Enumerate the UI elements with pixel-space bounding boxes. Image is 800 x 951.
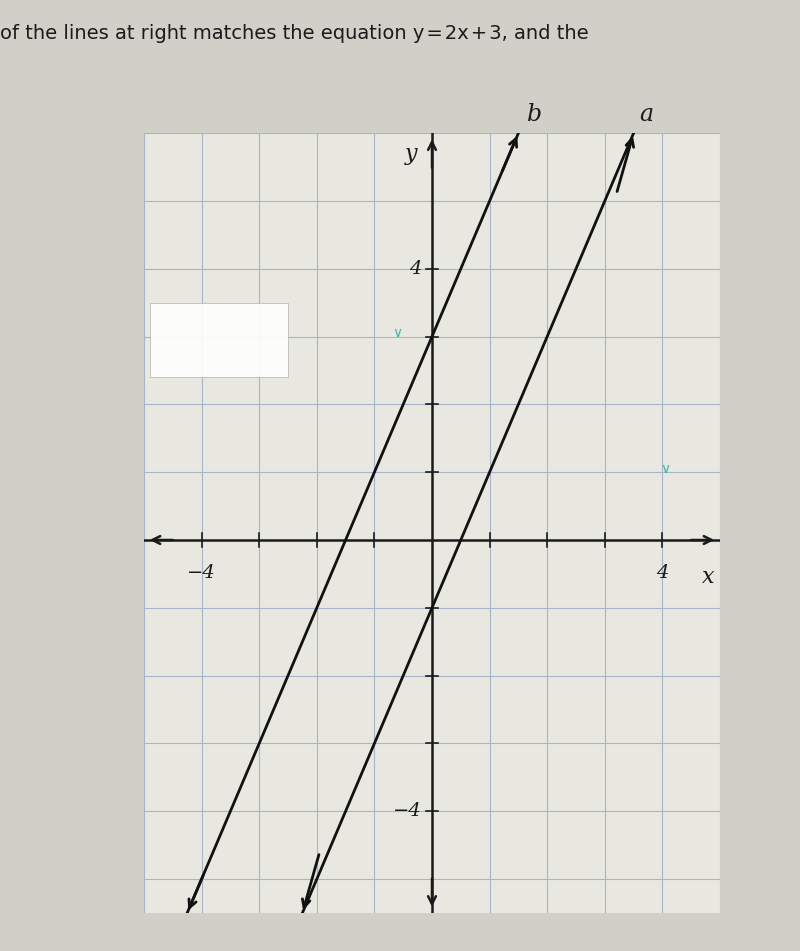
Text: of the lines at right matches the equation y = 2x + 3, and the: of the lines at right matches the equati… — [0, 24, 589, 43]
Text: −4: −4 — [187, 564, 216, 582]
Text: −4: −4 — [393, 803, 422, 821]
Text: x: x — [702, 566, 714, 588]
Text: b: b — [527, 104, 542, 126]
FancyBboxPatch shape — [150, 302, 288, 378]
Text: a: a — [639, 104, 654, 126]
Text: 4: 4 — [656, 564, 669, 582]
Text: 4: 4 — [410, 260, 422, 278]
Text: ∨: ∨ — [392, 326, 402, 340]
Text: y: y — [405, 144, 418, 165]
Text: ∨: ∨ — [660, 462, 670, 476]
